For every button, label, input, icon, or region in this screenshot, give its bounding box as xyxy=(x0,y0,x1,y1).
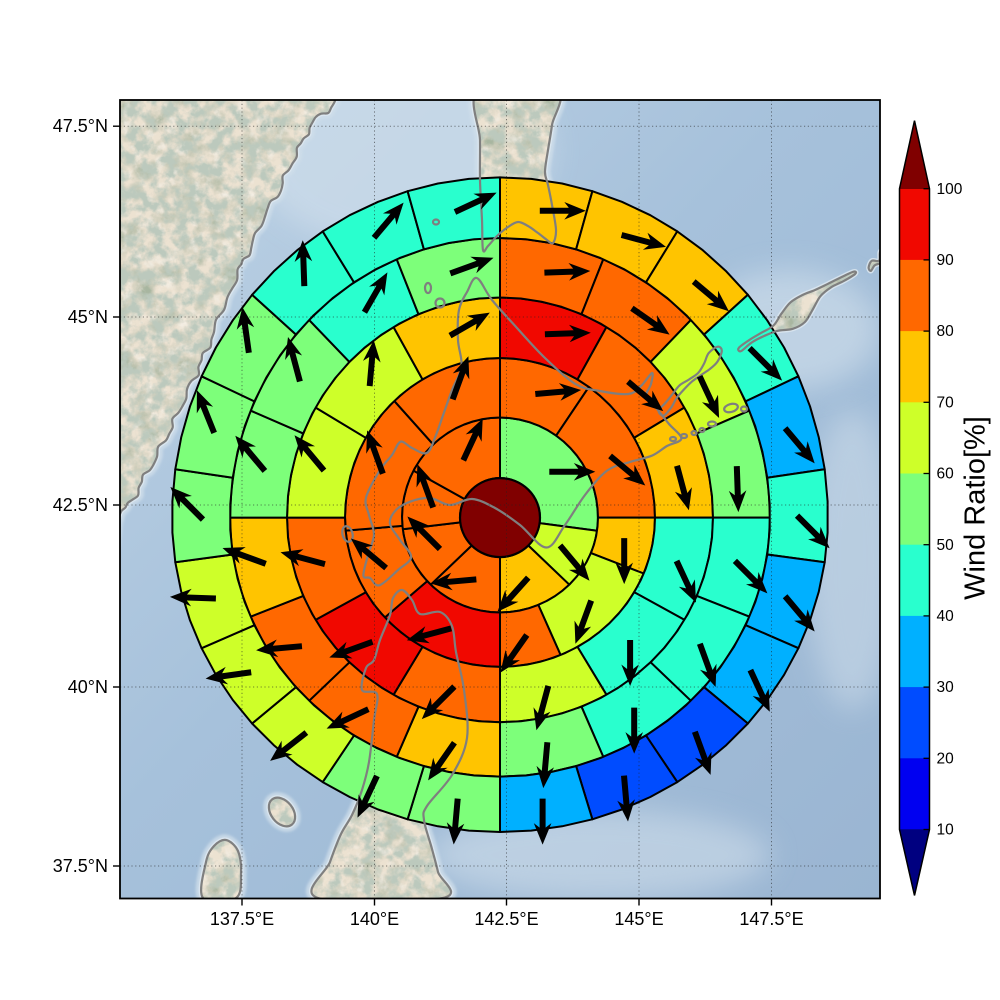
svg-text:42.5°N: 42.5°N xyxy=(53,495,108,515)
svg-text:90: 90 xyxy=(937,252,955,269)
svg-text:40°N: 40°N xyxy=(68,677,108,697)
svg-text:80: 80 xyxy=(937,323,955,340)
svg-text:45°N: 45°N xyxy=(68,307,108,327)
svg-text:60: 60 xyxy=(937,466,955,483)
svg-text:145°E: 145°E xyxy=(614,909,663,929)
svg-text:40: 40 xyxy=(937,608,955,625)
svg-text:147.5°E: 147.5°E xyxy=(739,909,803,929)
svg-text:70: 70 xyxy=(937,394,955,411)
svg-text:30: 30 xyxy=(937,679,955,696)
svg-text:37.5°N: 37.5°N xyxy=(53,856,108,876)
svg-text:50: 50 xyxy=(937,537,955,554)
svg-text:47.5°N: 47.5°N xyxy=(53,116,108,136)
svg-text:10: 10 xyxy=(937,822,955,839)
svg-text:20: 20 xyxy=(937,750,955,767)
svg-text:137.5°E: 137.5°E xyxy=(210,909,274,929)
svg-text:100: 100 xyxy=(937,181,963,198)
svg-text:140°E: 140°E xyxy=(350,909,399,929)
svg-text:142.5°E: 142.5°E xyxy=(474,909,538,929)
svg-text:Wind Ratio[%]: Wind Ratio[%] xyxy=(960,416,992,600)
